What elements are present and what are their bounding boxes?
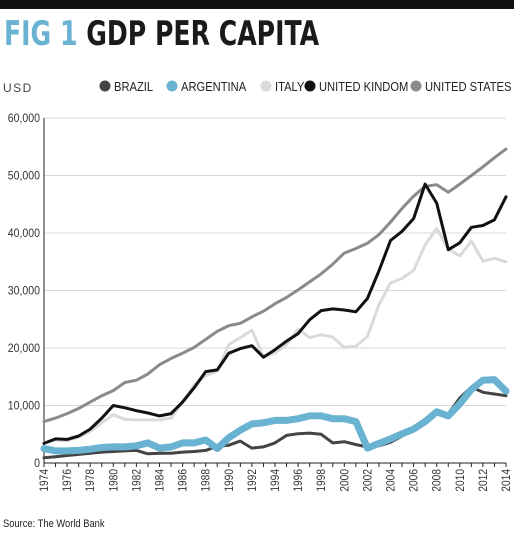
x-tick-label: 2010 bbox=[454, 469, 467, 492]
legend-label: BRAZIL bbox=[114, 79, 153, 94]
x-tick-label: 1978 bbox=[85, 469, 98, 492]
x-tick-label: 2012 bbox=[477, 469, 490, 492]
title-text: GDP PER CAPITA bbox=[86, 14, 320, 54]
legend-item: ARGENTINA bbox=[166, 79, 247, 94]
legend-item: ITALY bbox=[260, 79, 304, 94]
legend-label: UNITED STATES bbox=[425, 79, 511, 94]
legend-marker bbox=[304, 80, 316, 92]
legend-marker bbox=[410, 80, 422, 92]
series-line-argentina bbox=[40, 376, 510, 455]
x-tick-label: 1990 bbox=[223, 469, 236, 492]
legend-item: BRAZIL bbox=[99, 79, 153, 94]
y-tick-label: 40,000 bbox=[8, 227, 40, 240]
legend-marker bbox=[260, 80, 272, 92]
legend-label: UNITED KINDOM bbox=[319, 79, 408, 94]
top-rule bbox=[0, 0, 514, 9]
figure-label: FIG 1 bbox=[4, 14, 78, 54]
y-tick-label: 50,000 bbox=[8, 170, 40, 183]
legend-item: UNITED KINDOM bbox=[304, 79, 408, 94]
y-tick-label: 20,000 bbox=[8, 342, 40, 355]
legend-label: ITALY bbox=[275, 79, 304, 94]
y-tick-label: 30,000 bbox=[8, 285, 40, 298]
x-tick-label: 1986 bbox=[177, 469, 190, 492]
x-tick-label: 1996 bbox=[292, 469, 305, 492]
series-line-united-states bbox=[42, 147, 508, 424]
legend-label: ARGENTINA bbox=[181, 79, 247, 94]
chart-title: FIG 1 GDP PER CAPITA bbox=[4, 12, 319, 56]
x-tick-label: 1984 bbox=[154, 469, 167, 492]
source-note: Source: The World Bank bbox=[3, 518, 105, 530]
x-tick-label: 2004 bbox=[385, 469, 398, 492]
x-tick-label: 1988 bbox=[200, 469, 213, 492]
legend: BRAZIL ARGENTINA ITALY UNITED KINDOM UNITED … bbox=[99, 79, 511, 94]
x-tick-label: 2006 bbox=[408, 469, 421, 492]
series-line-united-kindom bbox=[42, 182, 508, 445]
legend-marker bbox=[99, 80, 111, 92]
x-tick-label: 2002 bbox=[362, 469, 375, 492]
x-tick-label: 1974 bbox=[38, 469, 51, 492]
x-tick-label: 1976 bbox=[61, 469, 74, 492]
x-tick-label: 1982 bbox=[131, 469, 144, 492]
y-tick-label: 10,000 bbox=[8, 400, 40, 413]
x-tick-label: 2008 bbox=[431, 469, 444, 492]
legend-item: UNITED STATES bbox=[410, 79, 511, 94]
series-line-italy bbox=[42, 226, 508, 445]
y-tick-label: 0 bbox=[34, 457, 40, 470]
x-tick-label: 2000 bbox=[339, 469, 352, 492]
x-tick-label: 1994 bbox=[269, 469, 282, 492]
legend-marker bbox=[166, 80, 178, 92]
y-axis-label: USD bbox=[3, 81, 33, 95]
x-tick-label: 2014 bbox=[500, 469, 513, 492]
y-tick-label: 60,000 bbox=[8, 112, 40, 125]
x-tick-label: 1980 bbox=[108, 469, 121, 492]
x-tick-label: 1998 bbox=[316, 469, 329, 492]
x-tick-label: 1992 bbox=[246, 469, 259, 492]
